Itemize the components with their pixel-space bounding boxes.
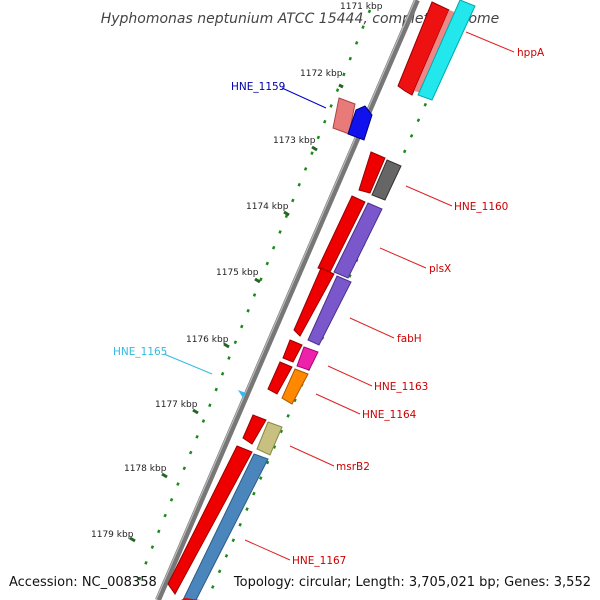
tick-label: 1173 kbp xyxy=(273,136,316,146)
genome-summary-text: Topology: circular; Length: 3,705,021 bp… xyxy=(233,575,591,590)
cds-arrow-HNE_1165[interactable] xyxy=(238,390,246,398)
gene-label-msrB2[interactable]: msrB2 xyxy=(336,461,370,473)
leader-fabH xyxy=(349,317,395,339)
tick-label: 1176 kbp xyxy=(186,335,229,345)
cds-arrow-HNE_1159[interactable] xyxy=(347,105,373,141)
tick-label: 1178 kbp xyxy=(124,464,167,474)
gene-label-HNE_1165[interactable]: HNE_1165 xyxy=(113,346,167,358)
tick-label: 1172 kbp xyxy=(300,69,343,79)
gene-label-HNE_1167[interactable]: HNE_1167 xyxy=(292,555,346,567)
tick-marks xyxy=(129,83,344,543)
gene-label-plsX[interactable]: plsX xyxy=(429,263,451,275)
gene-label-HNE_1160[interactable]: HNE_1160 xyxy=(454,201,508,213)
tick-mark xyxy=(311,145,318,152)
cds-arrow-HNE_1163[interactable] xyxy=(296,346,319,371)
coordinate-track xyxy=(133,9,372,591)
cds-arrow-HNE_1167-red[interactable] xyxy=(167,445,253,595)
gene-label-hppA[interactable]: hppA xyxy=(517,47,545,59)
leader-HNE_1165 xyxy=(163,353,213,375)
leader-plsX xyxy=(379,247,427,269)
cds-arrow-HNE_1167[interactable] xyxy=(182,453,269,600)
leader-HNE_1163 xyxy=(327,365,373,387)
tick-labels: 1171 kbp 1172 kbp 1173 kbp 1174 kbp 1175… xyxy=(91,2,383,540)
leader-HNE_1160 xyxy=(405,185,453,207)
leader-msrB2 xyxy=(289,445,335,467)
tick-label: 1171 kbp xyxy=(340,2,383,12)
tick-mark xyxy=(129,536,136,543)
cds-arrow-msrB2[interactable] xyxy=(256,421,283,456)
cds-arrow-HNE_1160-red[interactable] xyxy=(358,151,386,194)
gene-label-fabH[interactable]: fabH xyxy=(397,333,422,345)
gene-label-HNE_1163[interactable]: HNE_1163 xyxy=(374,381,428,393)
cds-arrow-fabH-red[interactable] xyxy=(293,267,335,337)
cds-arrow-plsX[interactable] xyxy=(333,202,383,279)
cds-arrow-HNE_1163-red[interactable] xyxy=(282,339,303,363)
tick-mark xyxy=(161,472,168,479)
cds-arrow-msrB2-red[interactable] xyxy=(242,414,267,445)
leader-lines xyxy=(163,31,515,561)
gene-features xyxy=(167,0,476,600)
tick-mark xyxy=(254,277,261,284)
cds-arrow-fabH[interactable] xyxy=(307,275,352,346)
tick-mark xyxy=(338,83,344,89)
accession-text: Accession: NC_008358 xyxy=(9,575,157,590)
cds-arrow-HNE_1164[interactable] xyxy=(281,368,309,405)
tick-mark xyxy=(283,210,290,217)
cds-arrow-HNE_1160[interactable] xyxy=(371,159,402,201)
tick-label: 1179 kbp xyxy=(91,530,134,540)
genome-backbone xyxy=(155,0,420,600)
leader-hppA xyxy=(465,31,515,53)
gene-labels: hppA HNE_1159 HNE_1160 plsX fabH HNE_116… xyxy=(113,47,545,567)
tick-label: 1177 kbp xyxy=(155,400,198,410)
genome-backbone-highlight xyxy=(155,0,416,600)
leader-HNE_1167 xyxy=(244,539,291,561)
leader-HNE_1164 xyxy=(315,393,361,415)
tick-mark xyxy=(223,342,230,349)
leader-HNE_1159 xyxy=(281,87,327,109)
gene-label-HNE_1164[interactable]: HNE_1164 xyxy=(362,409,417,421)
gene-label-HNE_1159[interactable]: HNE_1159 xyxy=(231,81,285,93)
map-title: Hyphomonas neptunium ATCC 15444, complet… xyxy=(101,11,500,27)
tick-label: 1175 kbp xyxy=(216,268,259,278)
tick-label: 1174 kbp xyxy=(246,202,289,212)
cds-arrow-HNE_1164-red[interactable] xyxy=(267,361,293,395)
cds-arrow-hppA[interactable] xyxy=(397,1,450,96)
feature-bar-hppA-cyan xyxy=(417,0,476,101)
tick-mark xyxy=(192,408,199,415)
